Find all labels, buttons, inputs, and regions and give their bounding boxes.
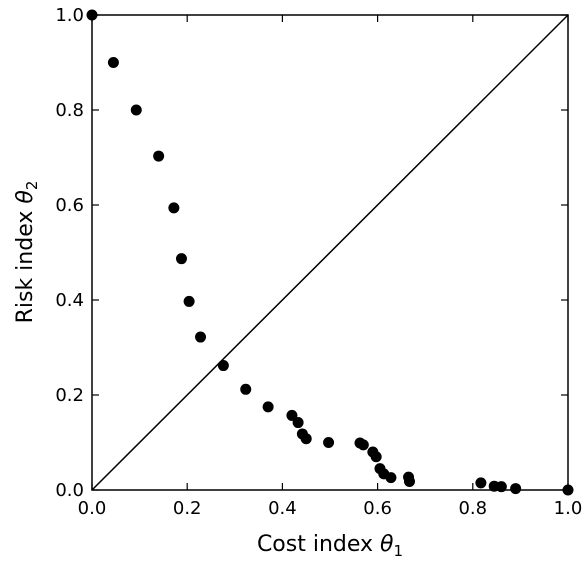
plot-area-frame: [91, 14, 569, 491]
x-axis-label: Cost index θ1: [257, 532, 403, 560]
x-tick-label: 0.0: [78, 498, 107, 519]
x-tick-label: 0.8: [458, 498, 487, 519]
data-point: [130, 104, 142, 116]
y-tick-label: 0.0: [55, 480, 84, 501]
data-point: [153, 150, 165, 162]
data-point: [262, 401, 274, 413]
data-point: [292, 417, 304, 429]
x-tick-label: 0.4: [268, 498, 297, 519]
y-tick-label: 1.0: [55, 5, 84, 26]
data-point: [403, 475, 415, 487]
data-point: [217, 360, 229, 372]
data-point: [175, 253, 187, 265]
data-point: [286, 409, 298, 421]
data-point: [475, 477, 487, 489]
data-point: [370, 451, 382, 463]
data-point: [168, 202, 180, 214]
ticks-layer: 0.0 0.2 0.4 0.6 0.8 1.0 0.0 0.2 0.4 0.6 0.8 1.0: [55, 5, 582, 519]
data-point: [357, 439, 369, 451]
y-tick-label: 0.6: [55, 195, 84, 216]
data-point: [323, 437, 335, 448]
data-point: [240, 383, 252, 395]
x-tick-label: 0.6: [363, 498, 392, 519]
diagonal-reference-line: [91, 14, 569, 491]
data-point: [385, 472, 397, 484]
data-point: [510, 483, 522, 495]
y-tick-label: 0.4: [55, 290, 84, 311]
x-tick-label: 0.2: [173, 498, 202, 519]
data-point: [183, 295, 195, 307]
data-point: [300, 433, 312, 445]
y-tick-label: 0.2: [55, 385, 84, 406]
x-tick-label: 1.0: [554, 498, 583, 519]
data-point: [195, 331, 207, 343]
y-tick-label: 0.8: [55, 100, 84, 121]
y-axis-label: Risk index θ2: [13, 181, 41, 324]
data-point: [107, 57, 119, 68]
